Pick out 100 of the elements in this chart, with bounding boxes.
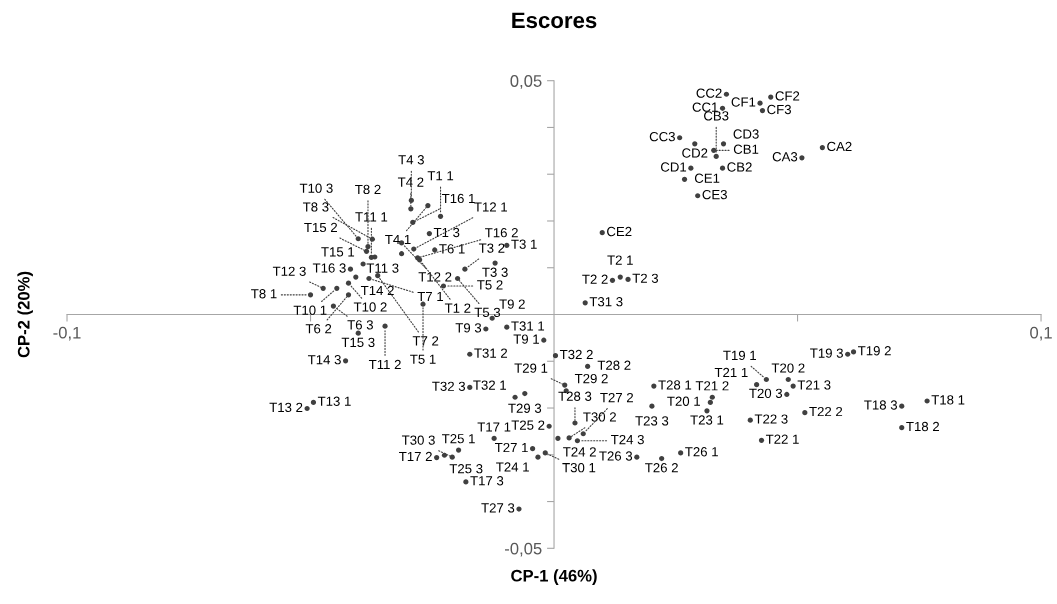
data-label: T12 3 bbox=[272, 266, 306, 276]
data-label: T20 2 bbox=[771, 363, 805, 373]
data-label: T18 1 bbox=[931, 395, 965, 405]
data-label: T3 2 bbox=[478, 243, 505, 253]
data-label: CD3 bbox=[733, 129, 759, 139]
data-label: T2 2 bbox=[582, 274, 608, 284]
data-label: T13 1 bbox=[317, 396, 351, 406]
data-label: T26 2 bbox=[645, 463, 678, 473]
data-label: T32 2 bbox=[559, 349, 593, 360]
data-label: T4 3 bbox=[398, 155, 424, 165]
data-label: CE2 bbox=[607, 226, 632, 237]
data-label: T32 3 bbox=[432, 381, 466, 391]
data-label: T4 1 bbox=[385, 234, 411, 244]
data-label: T16 3 bbox=[312, 263, 346, 273]
data-label: T19 3 bbox=[810, 348, 843, 358]
data-label: T18 2 bbox=[906, 421, 939, 432]
data-label: T17 1 bbox=[477, 422, 511, 432]
data-label: T30 3 bbox=[401, 435, 435, 445]
y-tick-label: -0,05 bbox=[504, 542, 542, 557]
x-axis-title: CP-1 (46%) bbox=[511, 569, 597, 585]
data-label: T21 2 bbox=[695, 381, 729, 391]
data-label: T26 3 bbox=[599, 451, 633, 461]
data-label: T14 3 bbox=[307, 355, 341, 365]
data-label: T16 2 bbox=[485, 228, 518, 238]
data-label: CC3 bbox=[649, 131, 675, 142]
data-label: T5 3 bbox=[474, 307, 501, 318]
data-label: T13 2 bbox=[269, 402, 303, 413]
data-label: T32 1 bbox=[473, 380, 507, 390]
data-label: T29 3 bbox=[508, 403, 542, 413]
data-label: T9 3 bbox=[455, 323, 482, 333]
data-label: T19 1 bbox=[723, 350, 756, 361]
data-label: T2 3 bbox=[632, 273, 659, 283]
data-label: T6 1 bbox=[439, 244, 465, 254]
data-label: CF2 bbox=[775, 91, 800, 101]
data-label: T30 2 bbox=[583, 412, 616, 422]
data-label: T28 3 bbox=[558, 391, 592, 401]
data-label: T16 1 bbox=[441, 193, 475, 204]
data-label: T8 2 bbox=[355, 184, 381, 195]
data-label: T6 2 bbox=[305, 324, 332, 334]
data-label: T25 3 bbox=[449, 464, 483, 474]
data-label: T1 3 bbox=[433, 227, 460, 238]
data-label: CB2 bbox=[727, 162, 752, 172]
data-label: T7 2 bbox=[412, 336, 439, 346]
data-label: CD1 bbox=[660, 162, 687, 172]
data-label: T18 3 bbox=[864, 400, 898, 410]
data-label: T3 3 bbox=[482, 267, 508, 277]
data-label: T10 3 bbox=[299, 183, 333, 193]
data-label: CC2 bbox=[696, 88, 722, 98]
data-label: T20 3 bbox=[749, 388, 783, 399]
data-label: CA3 bbox=[772, 152, 798, 162]
data-label: T27 3 bbox=[481, 503, 515, 513]
data-label: T3 1 bbox=[511, 239, 537, 249]
data-label: T1 2 bbox=[444, 303, 471, 313]
x-tick-label: -0,1 bbox=[53, 326, 81, 341]
data-label: T6 3 bbox=[347, 320, 373, 330]
data-label: T11 3 bbox=[366, 263, 399, 273]
data-label: CF1 bbox=[731, 97, 756, 107]
data-label: T11 2 bbox=[368, 359, 401, 370]
data-label: T19 2 bbox=[858, 346, 891, 356]
data-label: T23 3 bbox=[635, 416, 669, 426]
data-label: T31 2 bbox=[474, 348, 508, 358]
data-label: T22 1 bbox=[765, 434, 799, 444]
data-label: T20 1 bbox=[667, 396, 700, 406]
data-label: T4 2 bbox=[397, 177, 424, 187]
data-label: T21 3 bbox=[797, 380, 831, 390]
data-label: T12 2 bbox=[418, 272, 452, 282]
data-label: T17 3 bbox=[470, 476, 504, 486]
data-label: T22 2 bbox=[809, 406, 843, 417]
data-label: CB1 bbox=[733, 144, 759, 154]
y-tick-label: 0,05 bbox=[510, 75, 542, 89]
data-label: T12 1 bbox=[474, 202, 507, 212]
data-label: T31 1 bbox=[511, 321, 545, 331]
data-label: T14 2 bbox=[360, 285, 394, 296]
data-label: T2 1 bbox=[607, 255, 633, 265]
y-axis-title: CP-2 (20%) bbox=[17, 271, 33, 358]
data-label: T29 1 bbox=[514, 363, 548, 373]
data-label: T15 1 bbox=[321, 247, 355, 257]
data-label: T23 1 bbox=[690, 415, 724, 425]
data-label: T24 1 bbox=[496, 462, 529, 472]
chart-title: Escores bbox=[512, 12, 597, 29]
data-label: T25 2 bbox=[511, 420, 545, 430]
data-label: T31 3 bbox=[589, 297, 623, 307]
data-label: CA2 bbox=[827, 141, 852, 152]
data-label: T5 1 bbox=[410, 354, 436, 364]
data-label: CB3 bbox=[704, 111, 729, 121]
data-label: CE3 bbox=[702, 189, 727, 200]
data-label: CC1 bbox=[692, 102, 718, 112]
data-label: T26 1 bbox=[685, 447, 718, 457]
data-label: T8 3 bbox=[302, 202, 329, 212]
data-label: T9 2 bbox=[499, 299, 525, 309]
data-label: T22 3 bbox=[754, 414, 788, 424]
data-label: T11 1 bbox=[355, 212, 388, 222]
data-label: T7 1 bbox=[417, 291, 444, 301]
data-label: T15 2 bbox=[304, 222, 337, 233]
data-label: T25 1 bbox=[442, 433, 475, 444]
data-label: T24 2 bbox=[563, 447, 596, 457]
data-label: T29 2 bbox=[574, 373, 608, 384]
data-label: T27 1 bbox=[494, 442, 528, 453]
data-label: T10 1 bbox=[293, 305, 327, 315]
data-label: T17 2 bbox=[399, 451, 432, 462]
